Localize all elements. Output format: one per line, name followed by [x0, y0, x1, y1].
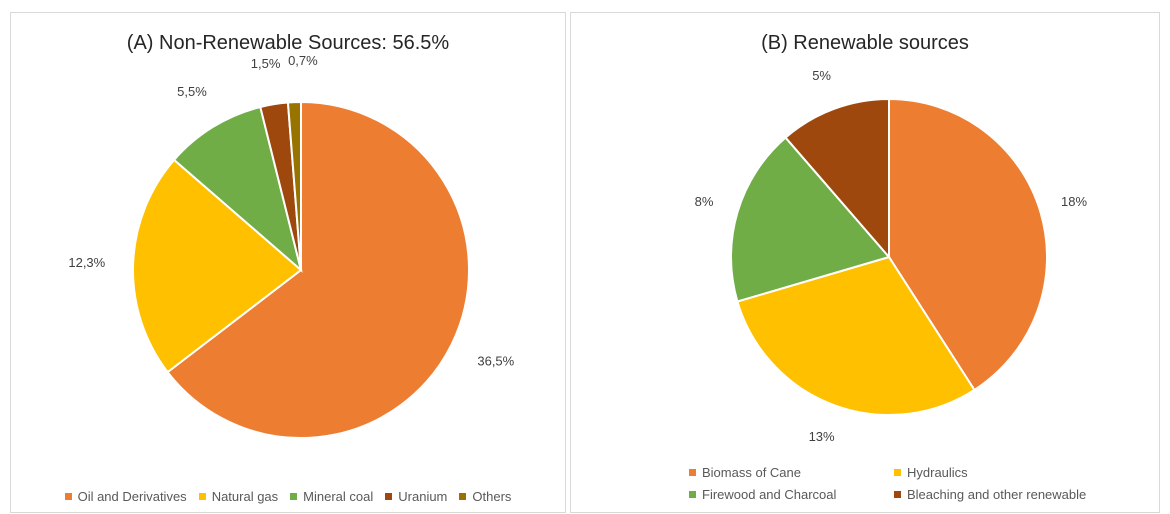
data-label-firewood-and-charcoal: 8%: [695, 194, 714, 209]
legend-swatch: [385, 493, 393, 500]
chart-title: (B) Renewable sources: [761, 32, 969, 54]
legend-swatch: [689, 468, 696, 476]
pie-slice-oil-and-derivatives: [166, 100, 470, 439]
pie-chart-nonrenewable: 36,5% 12,3% 5,5% 1,5% 0,7%: [68, 53, 515, 439]
legend-swatch: [198, 493, 206, 500]
pie-slice-bleaching-and-other-renewable: [784, 97, 890, 260]
data-label-hydraulics: 13%: [809, 429, 835, 444]
pie-slice-others: [286, 100, 302, 271]
data-label-bleaching-and-other-renewable: 5%: [812, 68, 831, 83]
legend-label: Uranium: [398, 489, 448, 504]
data-label-oil-and-derivatives: 36,5%: [477, 354, 514, 369]
legend-item-natural-gas: Natural gas: [198, 489, 279, 504]
legend-item-uranium: Uranium: [385, 489, 447, 504]
legend-item-firewood-and-charcoal: Firewood and Charcoal: [689, 483, 894, 505]
legend-swatch: [459, 493, 467, 500]
pie-slice-mineral-coal: [172, 105, 303, 273]
chart-legend: Biomass of Cane Hydraulics Firewood and Ch…: [689, 461, 1109, 505]
pie-slice-hydraulics: [736, 255, 976, 416]
data-label-biomass-of-cane: 18%: [1061, 194, 1087, 209]
legend-swatch: [64, 493, 72, 500]
pie-chart-renewable: 18% 13% 8% 5%: [695, 68, 1088, 444]
data-label-uranium: 1,5%: [251, 56, 281, 71]
legend-swatch: [689, 490, 696, 498]
legend-swatch: [894, 490, 901, 498]
legend-label: Others: [472, 489, 512, 504]
legend-label: Natural gas: [211, 489, 279, 504]
legend-label: Oil and Derivatives: [77, 489, 187, 504]
legend-swatch: [290, 493, 298, 500]
legend-swatch: [894, 468, 901, 476]
legend-label: Bleaching and other renewable: [907, 486, 1087, 502]
legend-label: Biomass of Cane: [702, 464, 801, 480]
chart-panel-nonrenewable: (A) Non-Renewable Sources: 56.5% 36,5% 12…: [10, 12, 566, 513]
chart-title: (A) Non-Renewable Sources: 56.5%: [126, 32, 450, 54]
legend-item-others: Others: [459, 489, 511, 504]
legend-item-bleaching-and-other-renewable: Bleaching and other renewable: [894, 483, 1099, 505]
data-label-natural-gas: 12,3%: [68, 255, 105, 270]
legend-item-oil-and-derivatives: Oil and Derivatives: [64, 489, 187, 504]
legend-label: Firewood and Charcoal: [702, 486, 837, 502]
legend-label: Hydraulics: [907, 464, 968, 480]
legend-item-biomass-of-cane: Biomass of Cane: [689, 461, 894, 483]
pie-slice-firewood-and-charcoal: [730, 136, 891, 303]
chart-legend: Oil and Derivatives Natural gas Mineral co…: [11, 488, 565, 504]
legend-item-mineral-coal: Mineral coal: [290, 489, 373, 504]
pie-slice-natural-gas: [132, 158, 303, 374]
data-label-others: 0,7%: [288, 53, 318, 68]
legend-label: Mineral coal: [303, 489, 374, 504]
legend-item-hydraulics: Hydraulics: [894, 461, 1099, 483]
chart-panel-renewable: (B) Renewable sources 18% 13% 8% 5% Biomass…: [570, 12, 1160, 513]
data-label-mineral-coal: 5,5%: [177, 84, 207, 99]
